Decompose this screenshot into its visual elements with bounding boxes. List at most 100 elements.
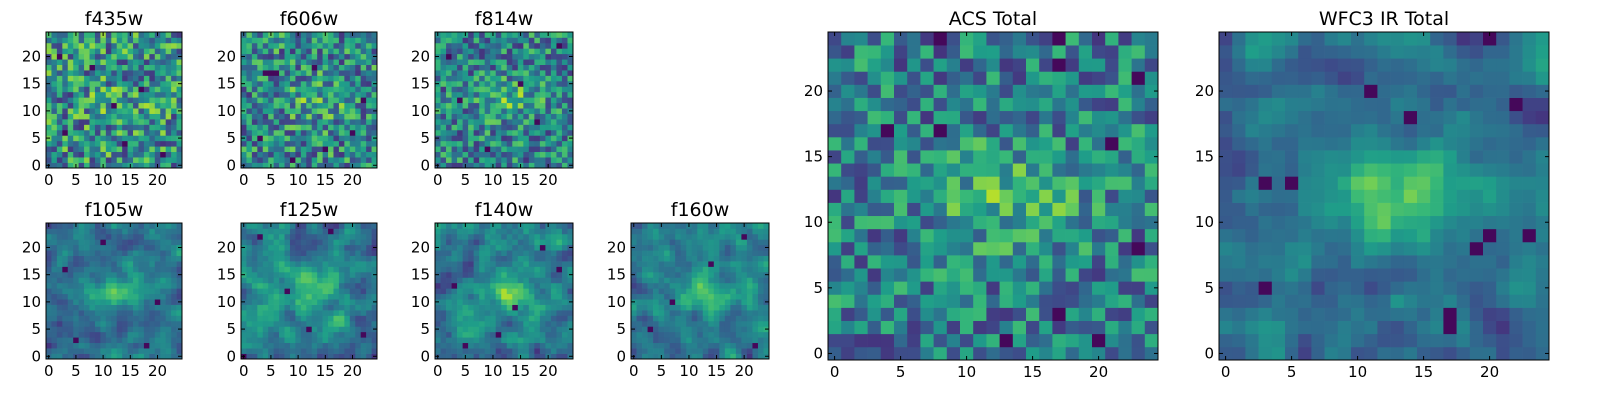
heatmap-cell <box>284 271 291 278</box>
heatmap-cell <box>67 320 74 327</box>
heatmap-cell <box>284 277 291 284</box>
heatmap-cell <box>105 315 112 322</box>
heatmap-cell <box>669 348 676 354</box>
heatmap-cell <box>446 299 452 305</box>
heatmap-cell <box>100 113 107 120</box>
heatmap-cell <box>67 91 74 98</box>
heatmap-cell <box>122 304 128 311</box>
heatmap-cell <box>127 48 134 55</box>
heatmap-cell <box>1078 333 1093 348</box>
heatmap-cell <box>268 91 274 98</box>
heatmap-cell <box>295 157 302 163</box>
heatmap-cell <box>344 42 351 49</box>
heatmap-cell <box>561 32 568 38</box>
heatmap-cell <box>349 59 356 65</box>
heatmap-cell <box>647 288 654 295</box>
heatmap-cell <box>451 244 458 251</box>
heatmap-cell <box>100 320 107 327</box>
heatmap-cell <box>116 310 123 316</box>
heatmap-cell <box>523 140 530 147</box>
heatmap-cell <box>165 326 172 333</box>
heatmap-cell <box>479 326 486 333</box>
heatmap-cell <box>479 342 486 349</box>
heatmap-cell <box>366 277 372 284</box>
heatmap-cell <box>880 333 895 348</box>
heatmap-cell <box>451 129 458 136</box>
heatmap-cell <box>133 320 139 327</box>
heatmap-cell <box>295 80 302 87</box>
heatmap-cell <box>344 151 351 158</box>
heatmap-cell <box>171 64 177 71</box>
heatmap-cell <box>94 70 101 76</box>
heatmap-cell <box>501 80 508 87</box>
heatmap-cell <box>446 97 452 104</box>
heatmap-cell <box>735 277 742 284</box>
heatmap-cell <box>127 97 134 104</box>
heatmap-cell <box>446 250 452 256</box>
heatmap-cell <box>1012 333 1027 348</box>
heatmap-cell <box>73 129 79 136</box>
heatmap-cell <box>251 140 258 147</box>
heatmap-cell <box>545 70 552 76</box>
heatmap-cell <box>713 310 720 316</box>
heatmap-cell <box>246 326 253 333</box>
heatmap-cell <box>517 151 524 158</box>
heatmap-cell <box>116 124 123 131</box>
heatmap-cell <box>262 124 269 131</box>
heatmap-cell <box>446 255 452 262</box>
heatmap-cell <box>986 163 1000 177</box>
heatmap-cell <box>440 86 447 93</box>
heatmap-cell <box>111 261 118 267</box>
heatmap-cell <box>251 37 258 44</box>
heatmap-cell <box>46 228 52 235</box>
heatmap-cell <box>295 228 302 235</box>
heatmap-cell <box>631 233 637 240</box>
heatmap-cell <box>1144 202 1159 217</box>
heatmap-cell <box>473 64 480 71</box>
heatmap-cell <box>268 97 274 104</box>
heatmap-cell <box>973 333 987 348</box>
heatmap-cell <box>1131 176 1146 190</box>
heatmap-cell <box>284 331 291 338</box>
x-tick-label: 15 <box>707 362 726 380</box>
heatmap-cell <box>300 266 307 273</box>
heatmap-cell <box>268 75 274 82</box>
heatmap-cell <box>273 304 280 311</box>
heatmap-cell <box>51 271 58 278</box>
heatmap-cell <box>328 342 334 349</box>
heatmap-cell <box>675 326 682 333</box>
heatmap-cell <box>360 37 367 44</box>
heatmap-cell <box>528 266 535 273</box>
heatmap-cell <box>116 53 123 60</box>
heatmap-cell <box>306 37 313 44</box>
heatmap-cell <box>338 233 345 240</box>
heatmap-cell <box>344 129 351 136</box>
heatmap-cell <box>479 261 486 267</box>
heatmap-cell <box>1065 294 1080 308</box>
heatmap-cell <box>366 64 372 71</box>
heatmap-cell <box>295 64 302 71</box>
heatmap-cell <box>550 129 557 136</box>
heatmap-cell <box>311 326 318 333</box>
heatmap-cell <box>127 261 134 267</box>
heatmap-cell <box>371 113 378 120</box>
heatmap-cell <box>284 348 291 354</box>
heatmap-cell <box>468 271 474 278</box>
heatmap-cell <box>841 346 855 361</box>
heatmap-cell <box>1039 189 1053 203</box>
heatmap-cell <box>306 320 313 327</box>
heatmap-cell <box>133 228 139 235</box>
heatmap-cell <box>719 228 726 235</box>
heatmap-cell <box>490 348 497 354</box>
heatmap-cell <box>1118 268 1132 282</box>
heatmap-cell <box>642 244 648 251</box>
heatmap-cell <box>752 342 759 349</box>
heatmap-cell <box>642 342 648 349</box>
heatmap-cell <box>473 342 480 349</box>
heatmap-cell <box>1092 268 1106 282</box>
heatmap-cell <box>279 299 285 305</box>
heatmap-cell <box>691 288 698 295</box>
heatmap-cell <box>94 282 101 289</box>
heatmap-cell <box>246 48 253 55</box>
heatmap-cell <box>894 241 908 256</box>
